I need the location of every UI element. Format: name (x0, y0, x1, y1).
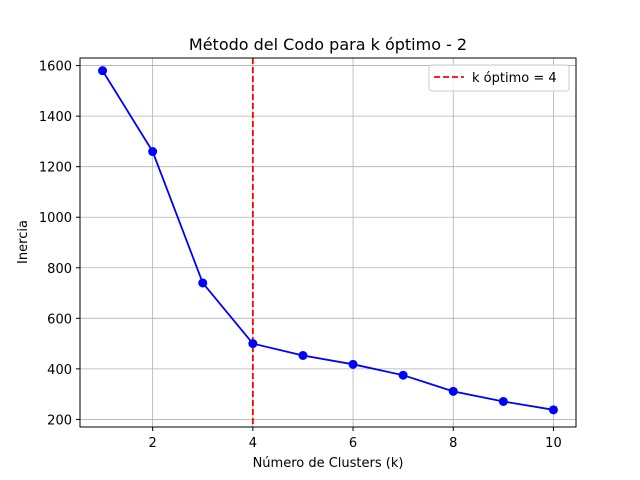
y-tick-label: 1000 (39, 211, 72, 226)
y-tick-label: 200 (47, 413, 72, 428)
y-tick-label: 400 (47, 363, 72, 378)
data-series (98, 66, 558, 415)
y-tick-label: 1200 (39, 161, 72, 176)
data-point (148, 147, 158, 157)
data-point (198, 278, 208, 288)
legend: k óptimo = 4 (428, 64, 570, 92)
x-axis-label: Número de Clusters (k) (253, 456, 404, 471)
x-axis-ticks: 2 4 6 8 10 (149, 427, 562, 451)
y-axis-label: Inercia (16, 220, 31, 264)
chart-title: Método del Codo para k óptimo - 2 (189, 35, 467, 54)
x-tick-label: 8 (449, 436, 457, 451)
data-point (348, 359, 358, 369)
data-point (548, 405, 558, 415)
y-tick-label: 800 (47, 262, 72, 277)
data-point (398, 370, 408, 380)
data-point (298, 350, 308, 360)
y-tick-label: 1400 (39, 110, 72, 125)
inertia-line (101, 70, 554, 411)
x-tick-label: 4 (249, 436, 257, 451)
data-point (248, 339, 258, 349)
legend-label: k óptimo = 4 (472, 71, 557, 86)
x-tick-label: 2 (149, 436, 157, 451)
legend-box (428, 64, 570, 92)
data-point (98, 66, 108, 76)
data-point (498, 396, 508, 406)
plot-frame (79, 57, 577, 428)
data-point (448, 386, 458, 396)
y-tick-label: 600 (47, 312, 72, 327)
y-axis-ticks: 200 400 600 800 1000 1200 1400 1600 (39, 60, 80, 428)
y-tick-label: 1600 (39, 60, 72, 75)
x-tick-label: 10 (545, 436, 562, 451)
x-tick-label: 6 (349, 436, 357, 451)
